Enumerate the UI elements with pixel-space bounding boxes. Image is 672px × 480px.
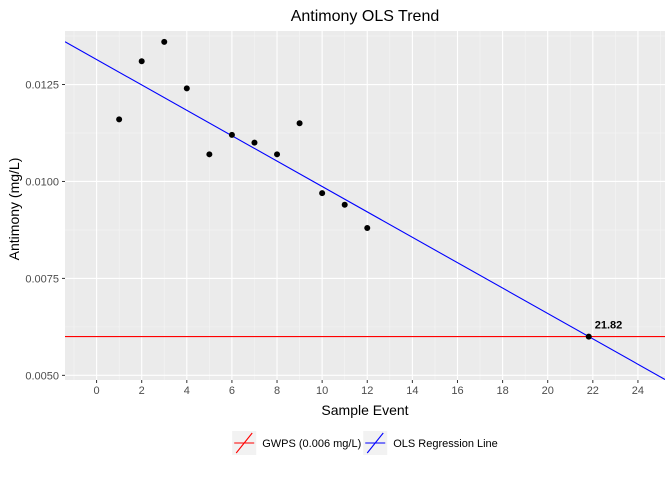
legend-key-diagonal xyxy=(235,432,253,454)
legend-item: GWPS (0.006 mg/L) xyxy=(232,431,361,455)
plot-panel xyxy=(65,31,665,380)
plot-area: 0 2 4 6 8 10 12 14 16 18 20 22 240.00500.00750.01000… xyxy=(25,31,665,397)
data-point xyxy=(319,190,326,197)
x-tick-label: 16 xyxy=(451,385,463,397)
series-lines xyxy=(65,41,665,380)
y-tick-label: 0.0100 xyxy=(25,176,59,188)
y-axis-title: Antimony (mg/L) xyxy=(6,158,22,261)
x-tick-label: 20 xyxy=(542,385,554,397)
data-point xyxy=(116,116,123,123)
intersection-annotation: 21.82 xyxy=(595,320,623,332)
chart-title: Antimony OLS Trend xyxy=(291,8,440,25)
x-axis-title: Sample Event xyxy=(321,402,408,418)
intersection-point xyxy=(585,333,592,340)
data-point xyxy=(206,151,213,158)
legend-label: GWPS (0.006 mg/L) xyxy=(262,438,361,450)
data-point xyxy=(251,139,258,146)
data-point xyxy=(138,58,145,65)
x-tick-label: 2 xyxy=(139,385,145,397)
legend-label: OLS Regression Line xyxy=(393,438,498,450)
ols-regression-line xyxy=(65,41,665,380)
x-tick-label: 6 xyxy=(229,385,235,397)
x-tick-label: 22 xyxy=(587,385,599,397)
x-tick-label: 10 xyxy=(316,385,328,397)
data-point xyxy=(274,151,281,158)
data-point xyxy=(228,131,235,138)
x-tick-label: 4 xyxy=(184,385,190,397)
legend: GWPS (0.006 mg/L) OLS Regression Line xyxy=(232,431,498,455)
x-tick-label: 12 xyxy=(361,385,373,397)
y-tick-label: 0.0125 xyxy=(25,80,59,92)
x-tick-label: 0 xyxy=(94,385,100,397)
x-tick-label: 24 xyxy=(632,385,644,397)
y-tick-label: 0.0050 xyxy=(25,370,59,382)
data-point xyxy=(341,201,348,208)
x-tick-label: 8 xyxy=(274,385,280,397)
data-point xyxy=(161,38,168,45)
legend-item: OLS Regression Line xyxy=(363,431,498,455)
data-point xyxy=(183,85,190,92)
y-tick-label: 0.0075 xyxy=(25,273,59,285)
data-point xyxy=(364,224,371,231)
data-point xyxy=(296,120,303,127)
x-tick-label: 18 xyxy=(496,385,508,397)
legend-key-diagonal xyxy=(366,432,384,454)
x-tick-label: 14 xyxy=(406,385,418,397)
